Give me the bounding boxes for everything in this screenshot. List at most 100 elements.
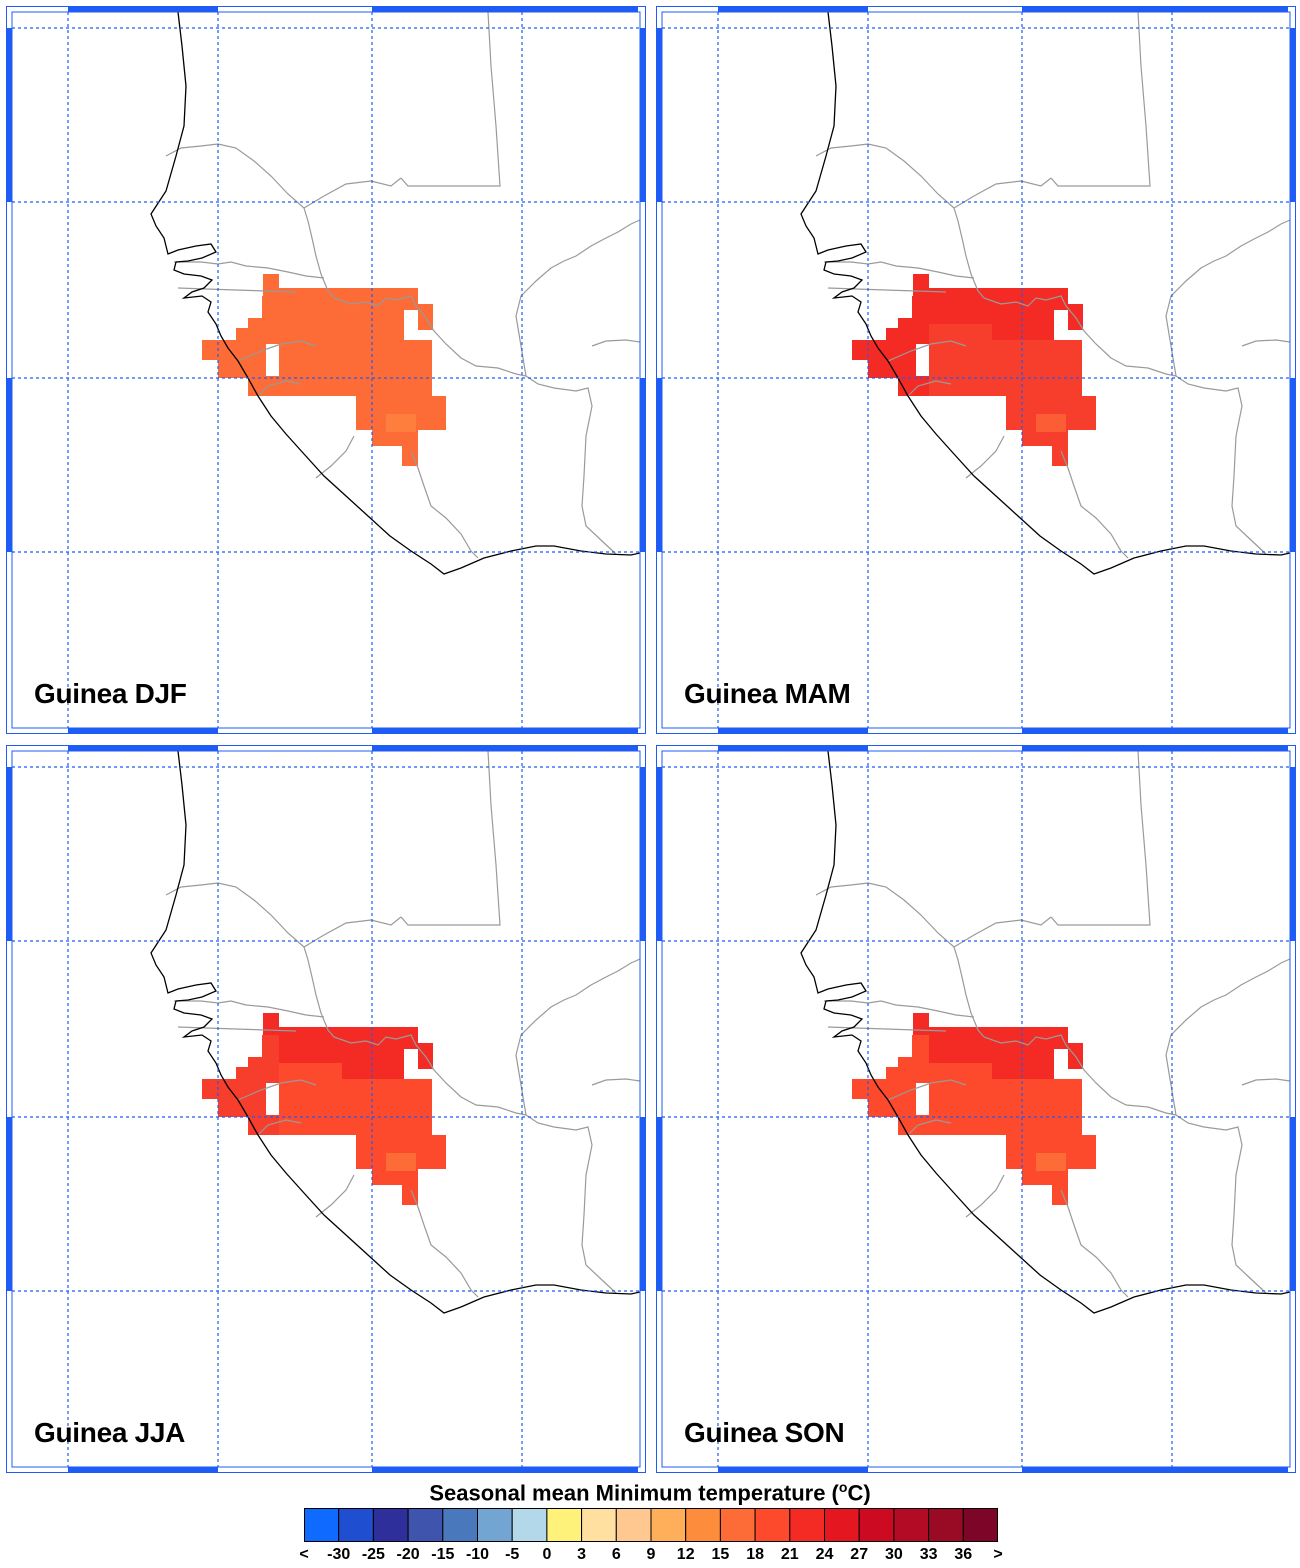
country-border bbox=[177, 287, 297, 293]
frame-segment-top bbox=[1022, 6, 1288, 12]
temperature-cell bbox=[1022, 430, 1068, 446]
map-panel-jja: Guinea JJA bbox=[6, 745, 646, 1473]
country-border bbox=[333, 1034, 527, 1116]
country-border bbox=[174, 1000, 325, 1018]
colorbar-tick-label: -10 bbox=[465, 1546, 490, 1563]
frame-segment-left bbox=[6, 28, 12, 202]
colorbar-tick-label: 18 bbox=[746, 1546, 764, 1563]
country-border bbox=[515, 958, 641, 1116]
frame-segment-right bbox=[640, 378, 646, 552]
frame-segment-left bbox=[656, 28, 662, 202]
colorbar-tick-label: 24 bbox=[815, 1546, 834, 1563]
frame-segment-bottom bbox=[718, 1467, 868, 1473]
temperature-cell bbox=[202, 340, 220, 360]
country-border bbox=[887, 1079, 967, 1101]
map-canvas bbox=[6, 745, 646, 1473]
temperature-cell bbox=[402, 1185, 418, 1205]
temperature-cell bbox=[432, 396, 446, 430]
panel-label: Guinea DJF bbox=[34, 678, 187, 709]
temperature-cell bbox=[386, 414, 416, 432]
colorbar-tick-label: 0 bbox=[542, 1546, 552, 1563]
temperature-cell bbox=[1036, 1153, 1066, 1171]
colorbar-tick-label: 9 bbox=[646, 1546, 656, 1563]
country-border bbox=[907, 1119, 952, 1136]
frame-segment-right bbox=[1290, 28, 1296, 202]
temperature-cell bbox=[404, 288, 418, 310]
frame-segment-bottom bbox=[68, 728, 218, 734]
colorbar-swatch bbox=[754, 1508, 791, 1542]
map-canvas bbox=[656, 6, 1296, 734]
frame-segment-left bbox=[6, 767, 12, 941]
colorbar-tick-label: 27 bbox=[850, 1546, 869, 1563]
country-border bbox=[315, 435, 355, 479]
temperature-cell bbox=[279, 1063, 342, 1135]
frame-segment-bottom bbox=[372, 1467, 638, 1473]
coastline bbox=[800, 750, 1291, 1314]
temperature-cell bbox=[248, 1057, 279, 1083]
country-border bbox=[827, 1026, 947, 1032]
frame-segment-bottom bbox=[1022, 728, 1288, 734]
colorbar-swatch bbox=[338, 1508, 374, 1542]
frame-segment-bottom bbox=[1022, 1467, 1288, 1473]
frame-segment-bottom bbox=[68, 1467, 218, 1473]
frame-segment-right bbox=[1290, 1117, 1296, 1291]
temperature-cell bbox=[868, 340, 916, 360]
coastline bbox=[150, 11, 641, 575]
country-border bbox=[237, 340, 317, 362]
temperature-cell bbox=[263, 1013, 279, 1035]
temperature-cell bbox=[218, 340, 266, 360]
frame-segment-right bbox=[1290, 767, 1296, 941]
colorbar-tick-label: 15 bbox=[711, 1546, 730, 1563]
country-border bbox=[1241, 1078, 1291, 1086]
colorbar-swatch bbox=[442, 1508, 479, 1542]
colorbar-tick-label: > bbox=[993, 1546, 1003, 1563]
map-panel-mam: Guinea MAM bbox=[656, 6, 1296, 734]
temperature-cell bbox=[402, 446, 418, 466]
country-border bbox=[815, 882, 985, 1038]
country-border bbox=[907, 380, 952, 397]
country-border bbox=[887, 340, 967, 362]
temperature-cell bbox=[406, 1079, 432, 1135]
temperature-cell bbox=[404, 1027, 418, 1049]
colorbar-swatch bbox=[789, 1508, 825, 1542]
country-border bbox=[410, 1189, 479, 1298]
map-canvas bbox=[6, 6, 646, 734]
country-border bbox=[333, 295, 527, 377]
colorbar-swatch bbox=[893, 1508, 930, 1542]
temperature-cell bbox=[898, 1057, 929, 1083]
colorbar-tick-label: -5 bbox=[505, 1546, 520, 1563]
temperature-cell bbox=[202, 1079, 220, 1099]
colorbar-tick-label: 3 bbox=[577, 1546, 587, 1563]
frame-segment-right bbox=[640, 28, 646, 202]
country-border bbox=[1060, 1189, 1129, 1298]
frame-segment-top bbox=[718, 745, 868, 751]
colorbar-swatch bbox=[824, 1508, 860, 1542]
colorbar-swatch bbox=[511, 1508, 548, 1542]
colorbar-swatch bbox=[615, 1508, 652, 1542]
panel-frame-inner bbox=[11, 11, 641, 729]
temperature-cell bbox=[342, 1027, 404, 1079]
panel-label: Guinea MAM bbox=[684, 678, 851, 709]
country-border bbox=[953, 916, 1052, 948]
colorbar-swatch bbox=[719, 1508, 756, 1542]
temperature-cell bbox=[913, 1013, 929, 1035]
panel-label: Guinea JJA bbox=[34, 1417, 186, 1448]
panel-frame-inner bbox=[661, 11, 1291, 729]
panel-frame-inner bbox=[661, 750, 1291, 1468]
colorbar-swatch bbox=[304, 1508, 340, 1542]
coastline bbox=[150, 750, 641, 1314]
colorbar-swatch bbox=[928, 1508, 964, 1542]
frame-segment-top bbox=[68, 745, 218, 751]
colorbar-swatch bbox=[372, 1508, 409, 1542]
legend-title: Seasonal mean Minimum temperature (oC) bbox=[429, 1479, 871, 1506]
colorbar-swatch bbox=[477, 1508, 513, 1542]
temperature-cell bbox=[279, 288, 342, 324]
country-border bbox=[165, 882, 335, 1038]
country-border bbox=[315, 1174, 355, 1218]
frame-segment-top bbox=[1022, 745, 1288, 751]
frame-segment-right bbox=[640, 1117, 646, 1291]
colorbar-swatch bbox=[858, 1508, 895, 1542]
temperature-cell bbox=[898, 318, 929, 344]
colorbar-tick-label: 21 bbox=[780, 1546, 799, 1563]
colorbar-tick-label: < bbox=[299, 1546, 309, 1563]
